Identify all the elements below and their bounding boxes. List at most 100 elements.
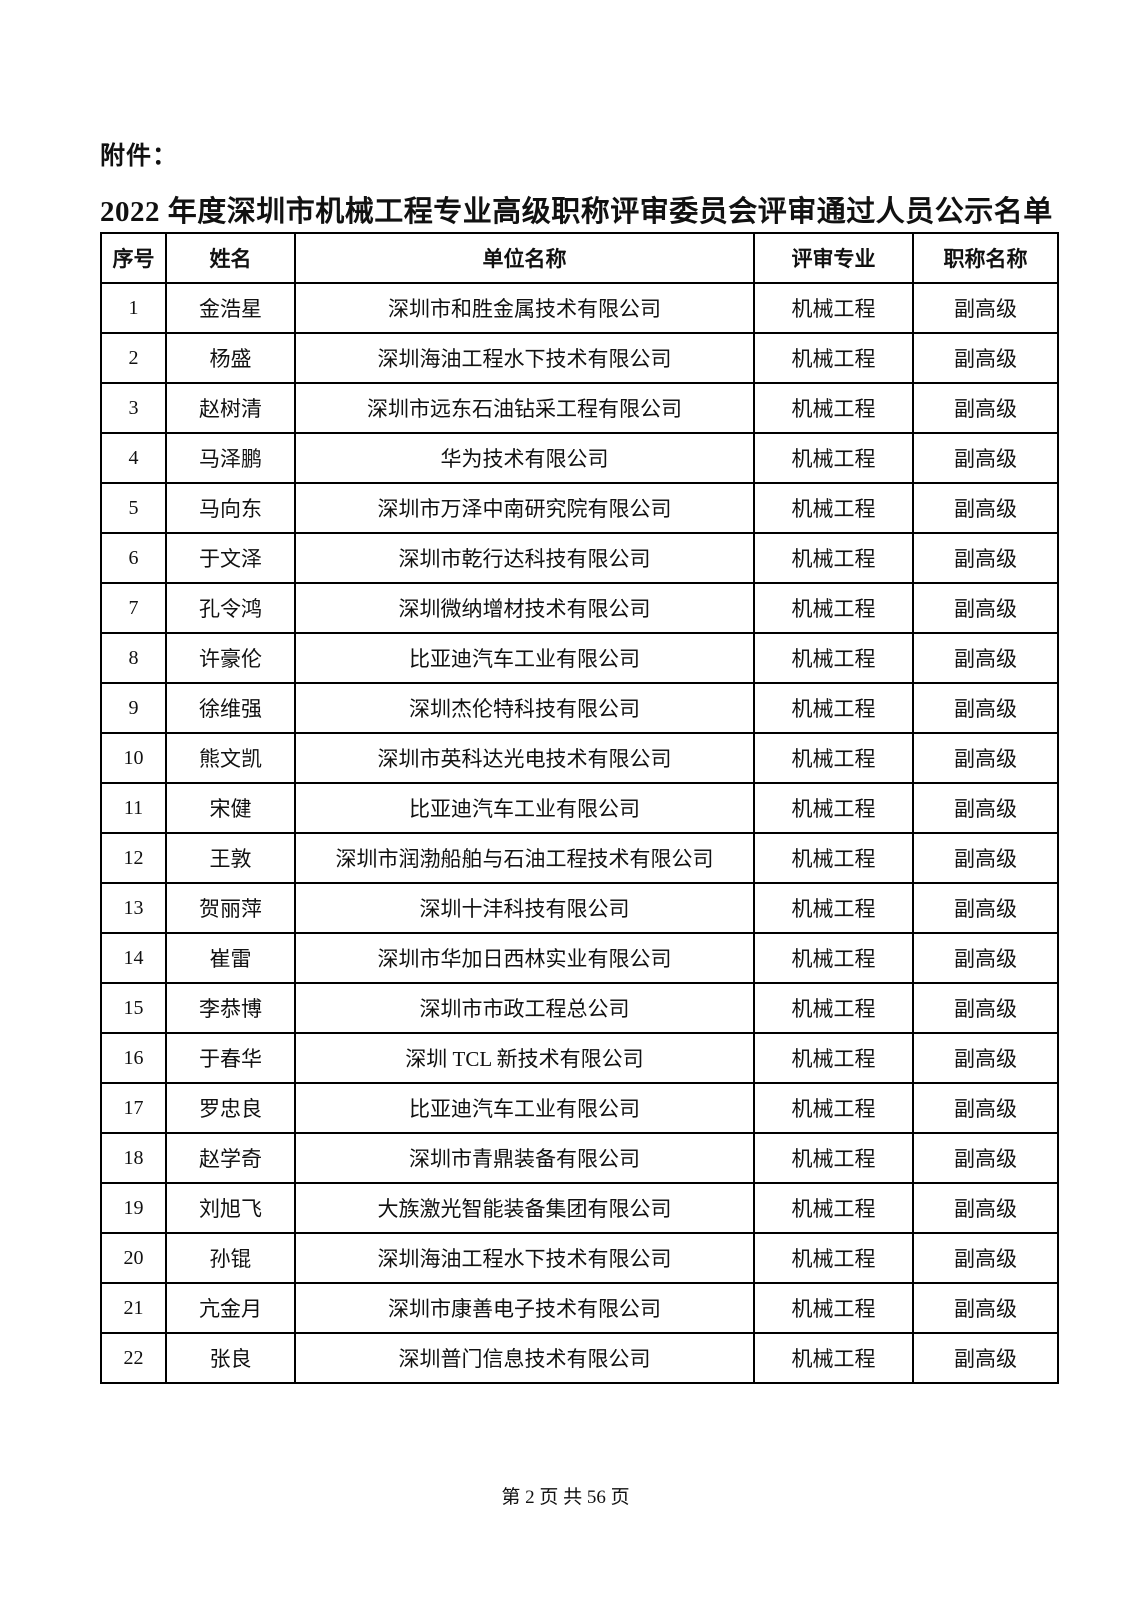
cell-specialty: 机械工程 [753, 1182, 914, 1234]
cell-name: 马泽鹏 [165, 432, 296, 484]
cell-index: 12 [100, 832, 167, 884]
cell-company: 深圳市市政工程总公司 [294, 982, 755, 1034]
cell-index: 21 [100, 1282, 167, 1334]
cell-company: 深圳海油工程水下技术有限公司 [294, 332, 755, 384]
cell-title: 副高级 [912, 732, 1059, 784]
cell-specialty: 机械工程 [753, 282, 914, 334]
cell-title: 副高级 [912, 1182, 1059, 1234]
cell-name: 于文泽 [165, 532, 296, 584]
table-row: 12 王敦 深圳市润渤船舶与石油工程技术有限公司 机械工程 副高级 [100, 832, 1059, 884]
table-body: 1 金浩星 深圳市和胜金属技术有限公司 机械工程 副高级 2 杨盛 深圳海油工程水下技术有限公… [100, 282, 1059, 1384]
cell-specialty: 机械工程 [753, 482, 914, 534]
table-row: 8 许豪伦 比亚迪汽车工业有限公司 机械工程 副高级 [100, 632, 1059, 684]
cell-title: 副高级 [912, 1082, 1059, 1134]
table-row: 5 马向东 深圳市万泽中南研究院有限公司 机械工程 副高级 [100, 482, 1059, 534]
cell-name: 赵树清 [165, 382, 296, 434]
cell-index: 7 [100, 582, 167, 634]
cell-title: 副高级 [912, 1232, 1059, 1284]
cell-specialty: 机械工程 [753, 582, 914, 634]
page-title: 2022 年度深圳市机械工程专业高级职称评审委员会评审通过人员公示名单 [100, 196, 1053, 228]
cell-index: 3 [100, 382, 167, 434]
table-row: 14 崔雷 深圳市华加日西林实业有限公司 机械工程 副高级 [100, 932, 1059, 984]
cell-specialty: 机械工程 [753, 1332, 914, 1384]
cell-name: 孙锟 [165, 1232, 296, 1284]
cell-name: 崔雷 [165, 932, 296, 984]
cell-name: 徐维强 [165, 682, 296, 734]
table-row: 21 亢金月 深圳市康善电子技术有限公司 机械工程 副高级 [100, 1282, 1059, 1334]
table-row: 3 赵树清 深圳市远东石油钻采工程有限公司 机械工程 副高级 [100, 382, 1059, 434]
table-row: 6 于文泽 深圳市乾行达科技有限公司 机械工程 副高级 [100, 532, 1059, 584]
cell-company: 比亚迪汽车工业有限公司 [294, 1082, 755, 1134]
cell-specialty: 机械工程 [753, 882, 914, 934]
cell-title: 副高级 [912, 382, 1059, 434]
column-header-index: 序号 [100, 232, 167, 284]
cell-index: 5 [100, 482, 167, 534]
cell-company: 深圳微纳增材技术有限公司 [294, 582, 755, 634]
cell-company: 比亚迪汽车工业有限公司 [294, 632, 755, 684]
table-row: 17 罗忠良 比亚迪汽车工业有限公司 机械工程 副高级 [100, 1082, 1059, 1134]
cell-index: 22 [100, 1332, 167, 1384]
attachment-label: 附件： [100, 143, 179, 170]
cell-specialty: 机械工程 [753, 632, 914, 684]
cell-title: 副高级 [912, 832, 1059, 884]
cell-company: 深圳市英科达光电技术有限公司 [294, 732, 755, 784]
cell-company: 深圳海油工程水下技术有限公司 [294, 1232, 755, 1284]
cell-name: 亢金月 [165, 1282, 296, 1334]
cell-name: 赵学奇 [165, 1132, 296, 1184]
cell-name: 张良 [165, 1332, 296, 1384]
cell-name: 李恭博 [165, 982, 296, 1034]
column-header-title: 职称名称 [912, 232, 1059, 284]
cell-specialty: 机械工程 [753, 1132, 914, 1184]
cell-name: 于春华 [165, 1032, 296, 1084]
cell-title: 副高级 [912, 982, 1059, 1034]
cell-title: 副高级 [912, 882, 1059, 934]
column-header-company: 单位名称 [294, 232, 755, 284]
cell-title: 副高级 [912, 1032, 1059, 1084]
cell-name: 孔令鸿 [165, 582, 296, 634]
cell-title: 副高级 [912, 282, 1059, 334]
cell-specialty: 机械工程 [753, 432, 914, 484]
cell-name: 宋健 [165, 782, 296, 834]
cell-specialty: 机械工程 [753, 982, 914, 1034]
cell-name: 熊文凯 [165, 732, 296, 784]
cell-title: 副高级 [912, 582, 1059, 634]
table-row: 22 张良 深圳普门信息技术有限公司 机械工程 副高级 [100, 1332, 1059, 1384]
cell-specialty: 机械工程 [753, 682, 914, 734]
cell-index: 10 [100, 732, 167, 784]
cell-company: 深圳市康善电子技术有限公司 [294, 1282, 755, 1334]
cell-title: 副高级 [912, 932, 1059, 984]
cell-name: 刘旭飞 [165, 1182, 296, 1234]
cell-title: 副高级 [912, 432, 1059, 484]
table-row: 20 孙锟 深圳海油工程水下技术有限公司 机械工程 副高级 [100, 1232, 1059, 1284]
table-header: 序号 姓名 单位名称 评审专业 职称名称 [100, 232, 1059, 284]
table-row: 10 熊文凯 深圳市英科达光电技术有限公司 机械工程 副高级 [100, 732, 1059, 784]
cell-index: 16 [100, 1032, 167, 1084]
cell-specialty: 机械工程 [753, 732, 914, 784]
cell-name: 金浩星 [165, 282, 296, 334]
cell-specialty: 机械工程 [753, 382, 914, 434]
column-header-specialty: 评审专业 [753, 232, 914, 284]
cell-index: 8 [100, 632, 167, 684]
cell-specialty: 机械工程 [753, 832, 914, 884]
cell-title: 副高级 [912, 1332, 1059, 1384]
cell-specialty: 机械工程 [753, 1082, 914, 1134]
cell-specialty: 机械工程 [753, 1032, 914, 1084]
table-row: 9 徐维强 深圳杰伦特科技有限公司 机械工程 副高级 [100, 682, 1059, 734]
cell-index: 1 [100, 282, 167, 334]
cell-index: 15 [100, 982, 167, 1034]
cell-specialty: 机械工程 [753, 332, 914, 384]
table-row: 7 孔令鸿 深圳微纳增材技术有限公司 机械工程 副高级 [100, 582, 1059, 634]
cell-company: 深圳市和胜金属技术有限公司 [294, 282, 755, 334]
cell-index: 6 [100, 532, 167, 584]
cell-name: 贺丽萍 [165, 882, 296, 934]
cell-name: 马向东 [165, 482, 296, 534]
cell-index: 4 [100, 432, 167, 484]
table-row: 4 马泽鹏 华为技术有限公司 机械工程 副高级 [100, 432, 1059, 484]
page-number-footer: 第 2 页 共 56 页 [501, 1487, 630, 1508]
roster-table: 序号 姓名 单位名称 评审专业 职称名称 1 金浩星 深圳市和胜金属技术有限公司 机械… [100, 232, 1059, 1384]
cell-title: 副高级 [912, 782, 1059, 834]
cell-title: 副高级 [912, 332, 1059, 384]
cell-company: 大族激光智能装备集团有限公司 [294, 1182, 755, 1234]
cell-title: 副高级 [912, 482, 1059, 534]
table-row: 16 于春华 深圳 TCL 新技术有限公司 机械工程 副高级 [100, 1032, 1059, 1084]
